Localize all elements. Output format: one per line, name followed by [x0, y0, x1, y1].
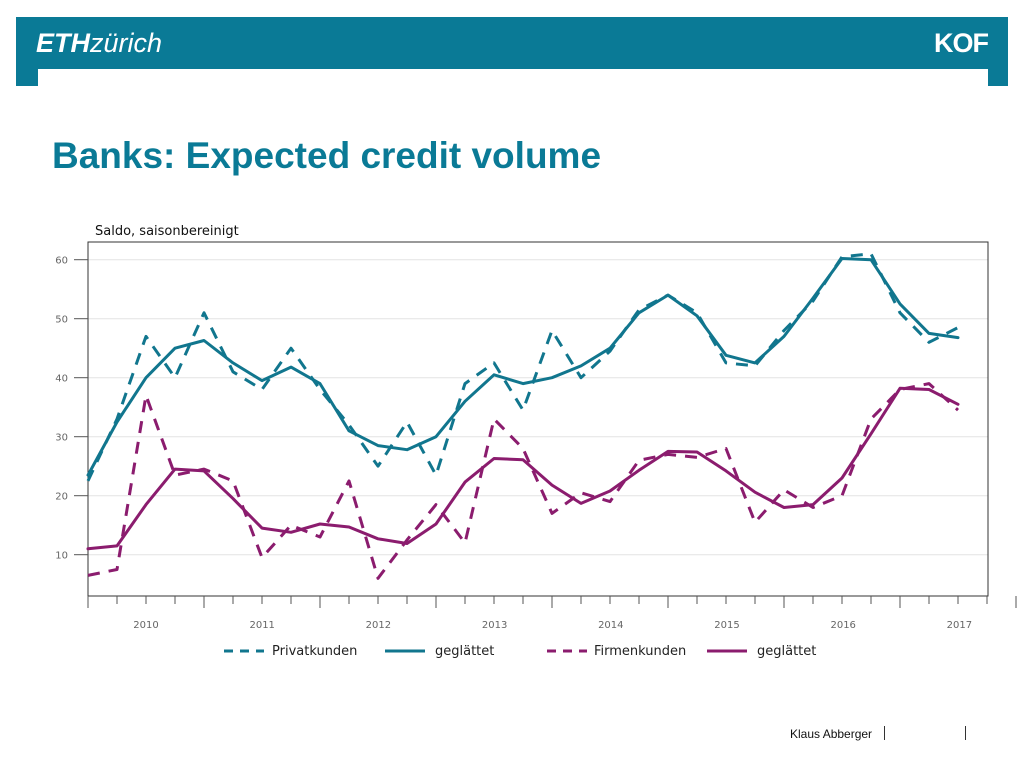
legend-label: geglättet — [757, 644, 816, 659]
footer-separator — [965, 726, 966, 740]
header-notch-right — [988, 69, 1008, 86]
y-tick-label: 30 — [55, 433, 68, 444]
x-tick-label: 2011 — [249, 620, 274, 631]
x-tick-label: 2010 — [133, 620, 158, 631]
grid-layer — [88, 259, 988, 556]
x-tick-label: 2012 — [366, 620, 391, 631]
x-tick-label: 2017 — [947, 620, 972, 631]
series-line-geglättet-private — [86, 257, 960, 477]
y-axis-label: Saldo, saisonbereinigt — [95, 224, 239, 239]
y-tick-label: 40 — [55, 374, 68, 385]
y-tick-label: 10 — [55, 551, 68, 562]
header-bar — [16, 17, 1008, 69]
series-line-geglättet-corporate — [86, 386, 960, 551]
legend-label: geglättet — [435, 644, 494, 659]
kof-logo: KOF — [934, 28, 989, 58]
x-tick-label: 2015 — [714, 620, 739, 631]
eth-logo: ETHzürich — [36, 28, 162, 58]
x-tick-label: 2014 — [598, 620, 623, 631]
series-line-firmenkunden-corporate — [87, 382, 960, 580]
y-tick-label: 60 — [55, 256, 68, 267]
x-tick-label: 2013 — [482, 620, 507, 631]
axis-layer: 10 20 30 40 50 60 2010 2011 2012 2013 2014 2015 2016… — [55, 256, 1017, 631]
author-name: Klaus Abberger — [790, 727, 873, 741]
y-tick-label: 50 — [55, 315, 68, 326]
header-notch-left — [16, 69, 38, 86]
eth-logo-light: zürich — [90, 28, 163, 58]
legend-label: Firmenkunden — [594, 644, 686, 659]
y-tick-label: 20 — [55, 492, 68, 503]
x-tick-label: 2016 — [830, 620, 855, 631]
series-line-privatkunden-private — [86, 252, 959, 482]
legend-label: Privatkunden — [272, 644, 357, 659]
legend: Privatkunden geglättet Firmenkunden geglätt… — [224, 644, 816, 659]
footer-separator — [884, 726, 885, 740]
plot-frame — [87, 241, 989, 597]
page-title: Banks: Expected credit volume — [52, 135, 602, 176]
eth-logo-bold: ETH — [36, 28, 90, 58]
series-layer — [86, 252, 960, 580]
